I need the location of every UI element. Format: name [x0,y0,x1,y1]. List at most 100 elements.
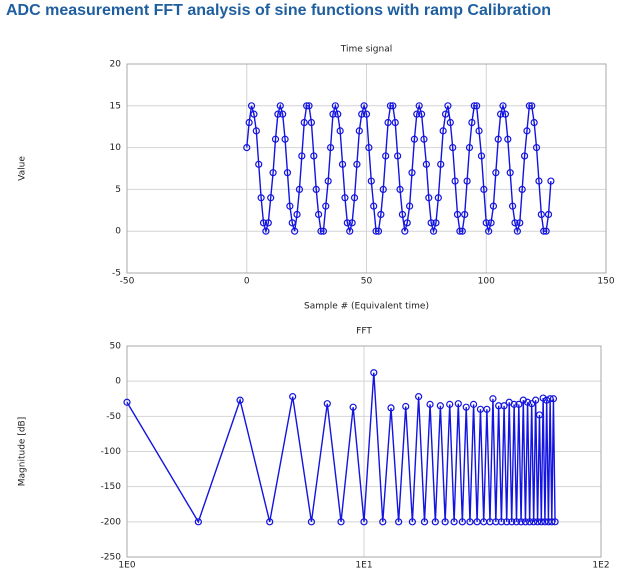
data-point [413,110,421,118]
data-point [508,202,517,210]
y-tick-label: 0 [115,377,121,387]
data-point [499,102,507,110]
data-point [252,127,260,135]
data-point [370,369,378,377]
data-point [410,135,418,143]
data-point [477,152,486,160]
data-point [530,118,538,127]
data-point [466,518,474,526]
y-tick-label: 10 [110,143,122,153]
x-tick-label: 0 [244,277,250,287]
data-point [535,411,544,419]
data-point [389,102,397,110]
data-point [379,518,387,526]
data-point [541,518,549,526]
data-point [427,219,435,227]
data-point [365,144,373,152]
data-point [500,402,508,410]
data-point [506,169,514,177]
data-point [540,227,548,235]
data-point [398,210,407,219]
y-tick-label: -50 [106,412,121,422]
data-point [548,518,556,526]
data-point [382,152,390,160]
data-point [247,102,256,110]
data-point [446,400,454,408]
data-point [276,102,284,110]
data-point [123,398,131,406]
data-point [523,398,532,406]
data-point [425,194,433,202]
data-point [485,227,493,235]
data-point [279,110,287,118]
data-point [283,169,292,177]
data-point [386,102,395,110]
data-point [503,518,511,526]
data-point [530,518,538,526]
data-point [353,160,361,168]
x-tick-label: 1E1 [355,561,372,571]
data-point [475,127,483,135]
data-point [544,210,553,219]
data-point [250,110,258,118]
data-point [336,127,344,135]
data-point [504,135,512,143]
data-point [420,518,429,526]
data-point [516,219,524,227]
data-point [501,110,510,118]
data-point [271,135,280,143]
data-point [415,102,423,110]
data-point [372,227,380,235]
data-point [349,403,357,411]
data-point [377,210,385,219]
data-point [483,405,491,413]
data-point [429,227,438,235]
data-point [426,400,434,408]
data-point [245,118,253,127]
data-point [468,118,476,127]
data-point [350,194,359,202]
data-point [437,160,445,168]
data-point [473,102,481,110]
data-point [528,102,536,110]
data-point [312,185,320,193]
data-point [310,152,318,160]
data-point [454,400,462,408]
data-point [463,177,471,185]
data-point [497,110,505,118]
data-point [544,518,553,526]
data-point [267,194,275,202]
data-point [291,227,299,235]
x-tick-label: -50 [120,277,135,287]
data-point [533,518,542,526]
data-point [307,118,316,127]
data-point [346,227,354,235]
data-point [420,135,428,143]
data-point [362,110,371,118]
data-point [415,393,423,401]
data-point [255,160,263,168]
data-point [510,400,518,408]
data-point [543,396,551,404]
data-point [508,518,516,526]
data-point [528,400,536,408]
data-line [246,103,552,234]
data-point [492,169,500,177]
data-point [331,102,339,110]
y-tick-label: -5 [112,269,121,279]
data-point [517,518,525,526]
data-point [497,518,506,526]
data-point [319,227,327,235]
data-point [236,396,244,404]
data-point [370,202,378,210]
data-point [465,144,474,152]
data-point [439,127,447,135]
data-point [422,160,430,168]
data-point [532,396,540,404]
data-point [480,185,488,193]
data-point [520,152,529,160]
data-point [286,202,294,210]
y-tick-label: -100 [101,447,122,457]
data-point [408,169,416,177]
data-point [329,110,337,118]
